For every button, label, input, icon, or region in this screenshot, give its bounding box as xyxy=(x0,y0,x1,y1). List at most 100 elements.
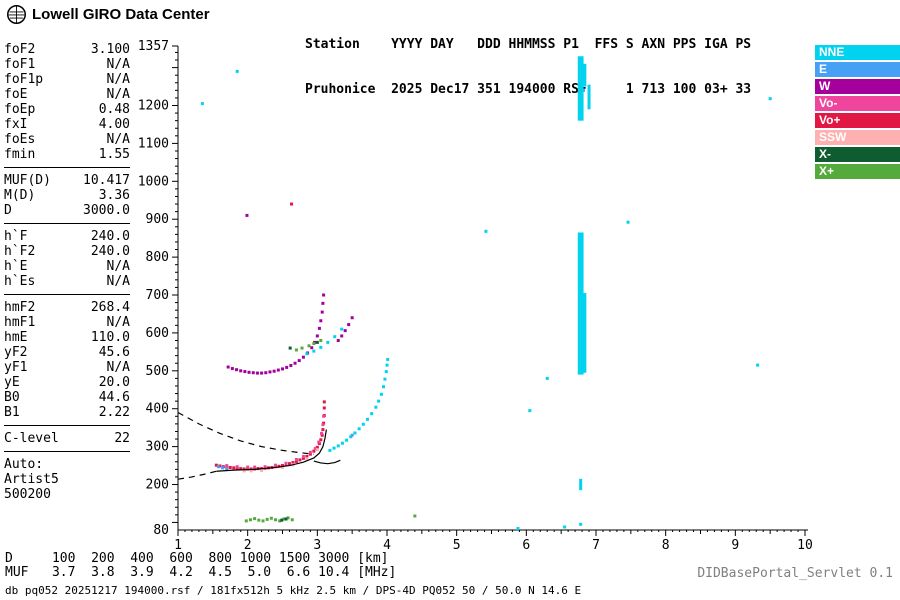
echo-point-Vo- xyxy=(301,454,305,458)
y-tick-label: 1100 xyxy=(138,136,169,151)
x-tick-label: 6 xyxy=(522,538,530,553)
station-header: Station YYYY DAY DDD HHMMSS P1 FFS S AXN… xyxy=(305,7,751,127)
brand: Lowell GIRO Data Center xyxy=(6,4,210,25)
echo-point-NNE xyxy=(312,349,316,353)
echo-point-SSW xyxy=(260,468,264,472)
echo-point-X- xyxy=(315,340,319,344)
echo-point-W xyxy=(319,319,323,323)
echo-point-Vo+ xyxy=(321,428,325,432)
x-tick-label: 9 xyxy=(731,538,739,553)
y-tick-label: 900 xyxy=(146,212,169,227)
legend-item-W: W xyxy=(815,79,900,94)
echo-point-X- xyxy=(288,346,292,350)
param-label: hmE xyxy=(4,330,28,345)
echo-point-X+ xyxy=(307,344,311,348)
echo-point-Vo+ xyxy=(317,442,321,446)
echo-point-X+ xyxy=(286,516,290,520)
echo-point-X+ xyxy=(278,519,282,523)
param-value: 240.0 xyxy=(90,244,130,259)
echo-point-X+ xyxy=(244,519,248,523)
echo-point-Vo+ xyxy=(298,458,302,462)
echo-point-Vo+ xyxy=(228,465,232,469)
echo-point-Vo+ xyxy=(214,463,218,467)
echo-point-NNE xyxy=(384,370,388,374)
param-row-foF1: foF1 N/A xyxy=(4,57,130,72)
echo-point-NNE xyxy=(545,376,549,380)
echo-point-Vo+ xyxy=(290,202,294,206)
echo-point-Vo+ xyxy=(225,465,229,469)
param-row-M(D): M(D) 3.36 xyxy=(4,188,130,203)
param-value: N/A xyxy=(106,274,130,289)
echo-point-W xyxy=(322,293,326,297)
echo-point-NNE xyxy=(377,399,381,403)
param-label: foEs xyxy=(4,132,36,147)
param-value: 3.36 xyxy=(98,188,130,203)
trace-line-solid xyxy=(313,459,341,465)
param-label: hmF2 xyxy=(4,300,36,315)
param-row-foF1p: foF1p N/A xyxy=(4,72,130,87)
echo-point-E xyxy=(350,433,354,437)
separator-line xyxy=(4,451,130,452)
echo-point-W xyxy=(226,365,230,369)
y-tick-label: 300 xyxy=(146,440,169,455)
echo-point-NNE xyxy=(336,444,340,448)
trace-line-dashed xyxy=(177,411,314,455)
param-value: 0.48 xyxy=(98,102,130,117)
echo-point-Vo- xyxy=(321,423,325,427)
echo-point-Vo+ xyxy=(232,466,236,470)
echo-point-W xyxy=(297,359,301,363)
legend-item-X-: X- xyxy=(815,147,900,162)
echo-point-Vo+ xyxy=(235,466,239,470)
echo-point-Vo+ xyxy=(320,433,324,437)
echo-point-W xyxy=(317,326,321,330)
echo-point-Vo+ xyxy=(301,456,305,460)
echo-point-Vo- xyxy=(294,458,298,462)
param-value: 44.6 xyxy=(98,390,130,405)
param-label: foEp xyxy=(4,102,36,117)
param-row-hmF1: hmF1 N/A xyxy=(4,315,130,330)
echo-point-E xyxy=(221,466,225,470)
param-row-hmE: hmE 110.0 xyxy=(4,330,130,345)
spread-column xyxy=(577,56,581,121)
echo-point-Vo- xyxy=(320,431,324,435)
echo-point-W xyxy=(276,368,280,372)
param-value: 20.0 xyxy=(98,375,130,390)
brand-title: Lowell GIRO Data Center xyxy=(32,6,210,23)
echo-point-NNE xyxy=(332,446,336,450)
separator-line xyxy=(4,223,130,224)
echo-point-W xyxy=(230,367,234,371)
echo-point-W xyxy=(321,301,325,305)
echo-point-Vo+ xyxy=(315,445,319,449)
y-tick-label: 80 xyxy=(153,523,169,538)
echo-point-X+ xyxy=(413,514,417,518)
spread-column xyxy=(577,232,581,375)
echo-point-NNE xyxy=(365,417,369,421)
param-label: yE xyxy=(4,375,20,390)
echo-point-W xyxy=(343,329,347,333)
legend-item-Vo+: Vo+ xyxy=(815,113,900,128)
param-value: 1.55 xyxy=(98,147,130,162)
spread-column xyxy=(587,84,591,110)
echo-point-Vo+ xyxy=(287,462,291,466)
param-value: 4.00 xyxy=(98,117,130,132)
param-row-foF2: foF2 3.100 xyxy=(4,42,130,57)
param-label: foF1p xyxy=(4,72,44,87)
param-row-foEp: foEp 0.48 xyxy=(4,102,130,117)
echo-point-Vo- xyxy=(313,447,317,451)
trace-line-dashed xyxy=(177,470,217,480)
echo-point-X+ xyxy=(294,348,298,352)
param-row-yF2: yF2 45.6 xyxy=(4,345,130,360)
echo-point-Vo+ xyxy=(277,464,281,468)
param-value: 268.4 xyxy=(90,300,130,315)
x-tick-label: 3 xyxy=(313,538,321,553)
echo-point-Vo- xyxy=(317,440,321,444)
echo-point-NNE xyxy=(370,412,374,416)
echo-point-Vo+ xyxy=(284,463,288,467)
echo-point-Vo- xyxy=(322,414,326,418)
echo-point-W xyxy=(289,364,293,368)
echo-point-W xyxy=(347,323,351,327)
param-row-B1: B1 2.22 xyxy=(4,405,130,420)
echo-point-SSW xyxy=(315,448,319,452)
echo-point-Vo+ xyxy=(242,467,246,471)
param-label: h`F2 xyxy=(4,244,36,259)
